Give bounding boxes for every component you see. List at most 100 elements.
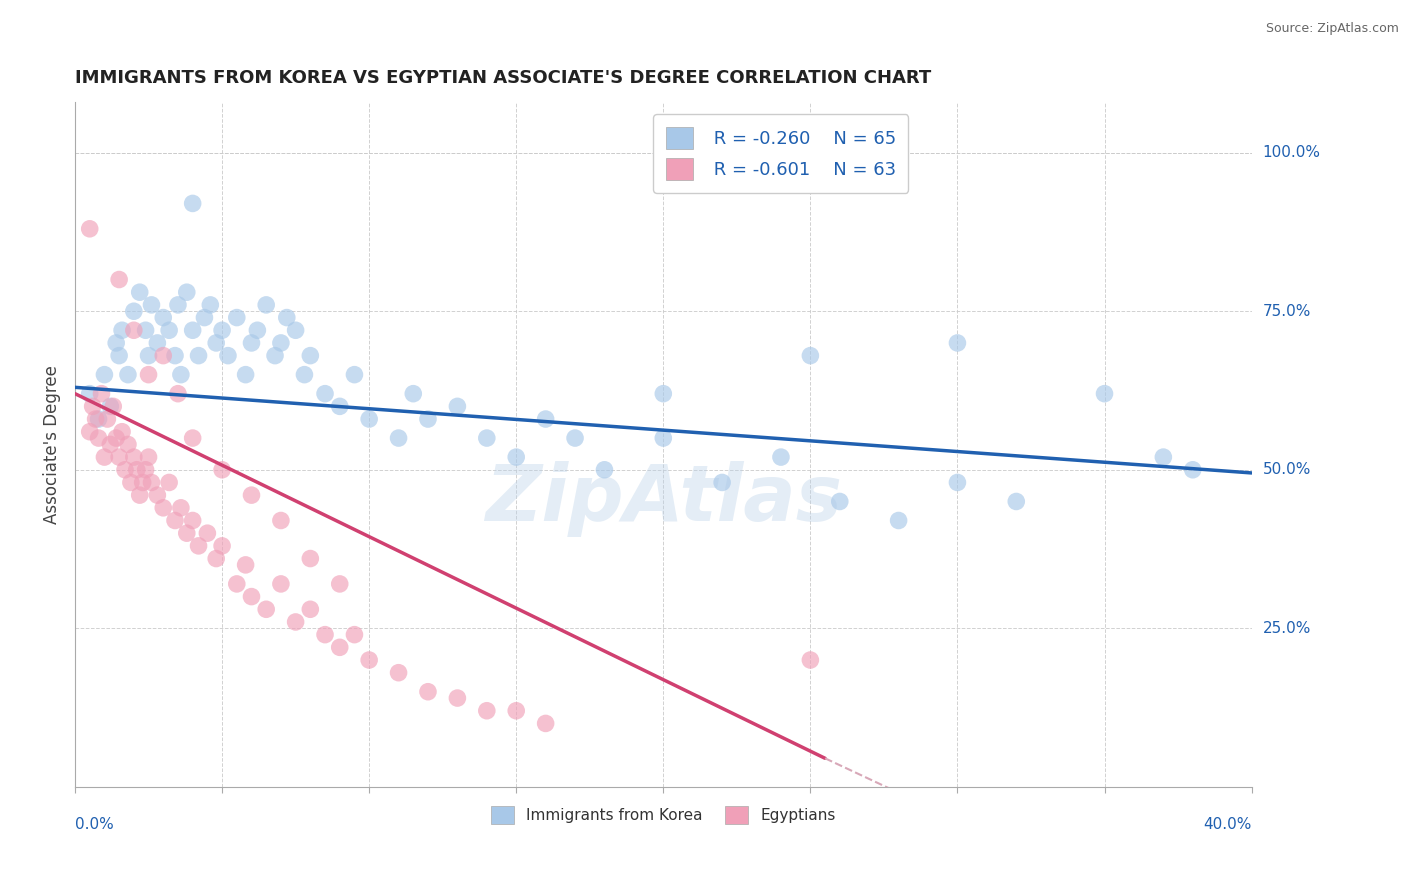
Text: 100.0%: 100.0% <box>1263 145 1320 161</box>
Point <box>652 431 675 445</box>
Point <box>1005 494 1028 508</box>
Point <box>98 400 121 414</box>
Point <box>329 577 352 591</box>
Point <box>329 400 352 414</box>
Point <box>187 539 209 553</box>
Point <box>105 335 128 350</box>
Text: 40.0%: 40.0% <box>1204 817 1251 832</box>
Point <box>96 412 118 426</box>
Point <box>254 298 277 312</box>
Point <box>146 488 169 502</box>
Point <box>205 335 228 350</box>
Point <box>299 551 322 566</box>
Point <box>446 691 468 706</box>
Point <box>167 298 190 312</box>
Point <box>235 368 257 382</box>
Point <box>254 602 277 616</box>
Point <box>299 349 322 363</box>
Text: 0.0%: 0.0% <box>75 817 114 832</box>
Point <box>828 494 851 508</box>
Point <box>534 412 557 426</box>
Point <box>120 475 142 490</box>
Point <box>111 323 134 337</box>
Point <box>167 386 190 401</box>
Text: ZipAtlas: ZipAtlas <box>485 461 842 537</box>
Point <box>163 514 186 528</box>
Point <box>534 716 557 731</box>
Point <box>152 500 174 515</box>
Point <box>93 450 115 464</box>
Point <box>359 412 381 426</box>
Point <box>211 463 233 477</box>
Point <box>211 323 233 337</box>
Point <box>887 514 910 528</box>
Point <box>122 323 145 337</box>
Point <box>176 526 198 541</box>
Point <box>294 368 316 382</box>
Point <box>769 450 792 464</box>
Point <box>270 335 292 350</box>
Point <box>131 475 153 490</box>
Point <box>240 488 263 502</box>
Point <box>108 349 131 363</box>
Point <box>387 665 409 680</box>
Point <box>329 640 352 655</box>
Point <box>98 437 121 451</box>
Text: 50.0%: 50.0% <box>1263 462 1310 477</box>
Point <box>211 539 233 553</box>
Text: 25.0%: 25.0% <box>1263 621 1310 636</box>
Text: IMMIGRANTS FROM KOREA VS EGYPTIAN ASSOCIATE'S DEGREE CORRELATION CHART: IMMIGRANTS FROM KOREA VS EGYPTIAN ASSOCI… <box>75 69 931 87</box>
Point <box>195 526 218 541</box>
Point <box>105 431 128 445</box>
Point <box>1181 463 1204 477</box>
Point <box>200 298 222 312</box>
Point <box>138 349 160 363</box>
Point <box>181 514 204 528</box>
Point <box>505 704 527 718</box>
Point <box>163 349 186 363</box>
Text: Source: ZipAtlas.com: Source: ZipAtlas.com <box>1265 22 1399 36</box>
Point <box>122 304 145 318</box>
Point <box>946 475 969 490</box>
Point <box>90 386 112 401</box>
Point <box>114 463 136 477</box>
Point <box>217 349 239 363</box>
Point <box>152 310 174 325</box>
Point <box>402 386 425 401</box>
Point <box>314 386 336 401</box>
Point <box>240 590 263 604</box>
Point <box>108 272 131 286</box>
Point <box>359 653 381 667</box>
Point <box>170 500 193 515</box>
Point <box>343 368 366 382</box>
Point <box>416 684 439 698</box>
Legend: Immigrants from Korea, Egyptians: Immigrants from Korea, Egyptians <box>485 800 842 830</box>
Point <box>343 627 366 641</box>
Point <box>284 615 307 629</box>
Point <box>103 400 125 414</box>
Y-axis label: Associate's Degree: Associate's Degree <box>44 365 60 524</box>
Point <box>1152 450 1174 464</box>
Point <box>117 368 139 382</box>
Point <box>284 323 307 337</box>
Point <box>128 488 150 502</box>
Point <box>387 431 409 445</box>
Point <box>593 463 616 477</box>
Point <box>135 323 157 337</box>
Point <box>446 400 468 414</box>
Point <box>128 285 150 300</box>
Point <box>505 450 527 464</box>
Point <box>138 368 160 382</box>
Point <box>246 323 269 337</box>
Point <box>141 475 163 490</box>
Point <box>122 450 145 464</box>
Point <box>181 323 204 337</box>
Point <box>475 431 498 445</box>
Point <box>270 577 292 591</box>
Point <box>799 349 821 363</box>
Point <box>475 704 498 718</box>
Point <box>276 310 298 325</box>
Point <box>87 431 110 445</box>
Point <box>176 285 198 300</box>
Point <box>711 475 734 490</box>
